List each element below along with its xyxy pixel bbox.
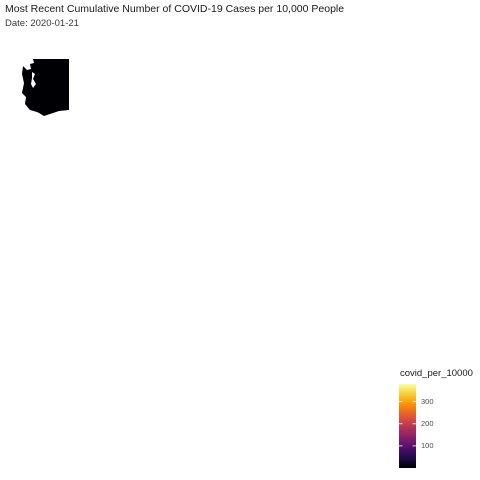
washington-state-region[interactable]: [22, 59, 69, 116]
map-subtitle: Date: 2020-01-21: [5, 18, 79, 29]
legend-tick-label: 300: [421, 397, 434, 407]
legend-gradient-rect: [399, 384, 416, 468]
puget-sound-inlet: [31, 72, 36, 88]
legend-title: covid_per_10000: [400, 368, 473, 379]
legend-tick-label: 100: [421, 441, 434, 451]
legend-colorbar: [399, 384, 416, 468]
color-legend: covid_per_10000 100 200 300: [399, 368, 477, 472]
map-title: Most Recent Cumulative Number of COVID-1…: [5, 3, 345, 15]
legend-tick-label: 200: [421, 419, 434, 429]
